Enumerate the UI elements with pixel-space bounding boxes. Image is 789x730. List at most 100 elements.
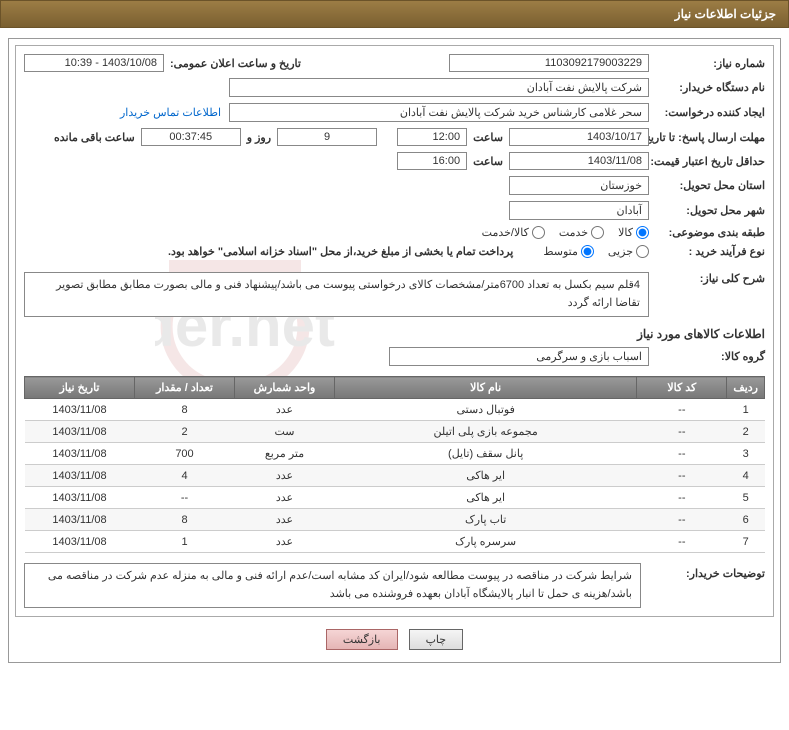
cell-date: 1403/11/08 (25, 509, 135, 531)
cell-date: 1403/11/08 (25, 487, 135, 509)
cell-code: -- (637, 399, 727, 421)
cell-date: 1403/11/08 (25, 465, 135, 487)
validity-time: 16:00 (397, 152, 467, 170)
th-unit: واحد شمارش (235, 377, 335, 399)
cell-code: -- (637, 531, 727, 553)
row-city: شهر محل تحویل: آبادان (24, 201, 765, 220)
cell-code: -- (637, 465, 727, 487)
row-deadline: مهلت ارسال پاسخ: تا تاریخ: 1403/10/17 سا… (24, 128, 765, 146)
validity-label: حداقل تاریخ اعتبار قیمت: تا تاریخ: (655, 155, 765, 168)
row-summary: شرح کلی نیاز: 4قلم سیم بکسل به تعداد 670… (24, 272, 765, 317)
group-label: گروه کالا: (655, 350, 765, 363)
cell-date: 1403/11/08 (25, 531, 135, 553)
cell-r: 6 (727, 509, 765, 531)
announce-value: 1403/10/08 - 10:39 (24, 54, 164, 72)
buyer-org-value: شرکت پالایش نفت آبادان (229, 78, 649, 97)
th-qty: تعداد / مقدار (135, 377, 235, 399)
cell-code: -- (637, 421, 727, 443)
cell-name: ایر هاکی (335, 465, 637, 487)
process-note: پرداخت تمام یا بخشی از مبلغ خرید،از محل … (168, 245, 513, 258)
table-row: 7--سرسره پارکعدد11403/11/08 (25, 531, 765, 553)
table-row: 6--تاب پارکعدد81403/11/08 (25, 509, 765, 531)
radio-service[interactable]: خدمت (559, 226, 604, 239)
radio-medium[interactable]: متوسط (543, 245, 594, 258)
cell-qty: 8 (135, 509, 235, 531)
cell-unit: عدد (235, 531, 335, 553)
form-section: AriaTender.net شماره نیاز: 1103092179003… (15, 45, 774, 617)
radio-goods-input[interactable] (636, 226, 649, 239)
days-label: روز و (247, 131, 271, 144)
table-row: 3--پانل سقف (تایل)متر مربع7001403/11/08 (25, 443, 765, 465)
th-row: ردیف (727, 377, 765, 399)
cell-unit: ست (235, 421, 335, 443)
cell-qty: 8 (135, 399, 235, 421)
time-remain: 00:37:45 (141, 128, 241, 146)
main-panel: AriaTender.net شماره نیاز: 1103092179003… (8, 38, 781, 663)
remain-label: ساعت باقی مانده (54, 131, 135, 144)
province-value: خوزستان (509, 176, 649, 195)
time-label-1: ساعت (473, 131, 503, 144)
row-group: گروه کالا: اسباب بازی و سرگرمی (24, 347, 765, 366)
requester-label: ایجاد کننده درخواست: (655, 106, 765, 119)
cell-qty: 2 (135, 421, 235, 443)
cell-r: 2 (727, 421, 765, 443)
buyer-org-label: نام دستگاه خریدار: (655, 81, 765, 94)
cell-qty: -- (135, 487, 235, 509)
radio-goods-service-input[interactable] (532, 226, 545, 239)
radio-partial[interactable]: جزیی (608, 245, 649, 258)
contact-link[interactable]: اطلاعات تماس خریدار (120, 106, 221, 119)
table-row: 4--ایر هاکیعدد41403/11/08 (25, 465, 765, 487)
validity-date: 1403/11/08 (509, 152, 649, 170)
cell-unit: متر مربع (235, 443, 335, 465)
cell-name: سرسره پارک (335, 531, 637, 553)
items-section-title: اطلاعات کالاهای مورد نیاز (24, 327, 765, 341)
radio-partial-input[interactable] (636, 245, 649, 258)
page-header: جزئیات اطلاعات نیاز (0, 0, 789, 28)
process-label: نوع فرآیند خرید : (655, 245, 765, 258)
city-label: شهر محل تحویل: (655, 204, 765, 217)
cell-r: 4 (727, 465, 765, 487)
cell-r: 7 (727, 531, 765, 553)
page-title: جزئیات اطلاعات نیاز (675, 7, 776, 21)
summary-label: شرح کلی نیاز: (655, 272, 765, 285)
print-button[interactable]: چاپ (409, 629, 464, 650)
cell-unit: عدد (235, 509, 335, 531)
items-table: ردیف کد کالا نام کالا واحد شمارش تعداد /… (24, 376, 765, 553)
cell-qty: 700 (135, 443, 235, 465)
cell-r: 5 (727, 487, 765, 509)
city-value: آبادان (509, 201, 649, 220)
row-process: نوع فرآیند خرید : جزیی متوسط پرداخت تمام… (24, 245, 765, 258)
time-label-2: ساعت (473, 155, 503, 168)
requester-value: سحر غلامی کارشناس خرید شرکت پالایش نفت آ… (229, 103, 649, 122)
row-need-no: شماره نیاز: 1103092179003229 تاریخ و ساع… (24, 54, 765, 72)
cell-r: 1 (727, 399, 765, 421)
radio-service-input[interactable] (591, 226, 604, 239)
cell-qty: 4 (135, 465, 235, 487)
need-no-value: 1103092179003229 (449, 54, 649, 72)
table-row: 1--فوتبال دستیعدد81403/11/08 (25, 399, 765, 421)
days-remain: 9 (277, 128, 377, 146)
cell-code: -- (637, 509, 727, 531)
radio-goods-service[interactable]: کالا/خدمت (482, 226, 545, 239)
summary-box: 4قلم سیم بکسل به تعداد 6700متر/مشخصات کا… (24, 272, 649, 317)
announce-label: تاریخ و ساعت اعلان عمومی: (170, 57, 301, 70)
radio-goods[interactable]: کالا (618, 226, 649, 239)
table-row: 5--ایر هاکیعدد--1403/11/08 (25, 487, 765, 509)
table-row: 2--مجموعه بازی پلی اتیلنست21403/11/08 (25, 421, 765, 443)
cell-unit: عدد (235, 487, 335, 509)
deadline-label: مهلت ارسال پاسخ: تا تاریخ: (655, 131, 765, 144)
row-province: استان محل تحویل: خوزستان (24, 176, 765, 195)
cell-code: -- (637, 443, 727, 465)
buyer-notes-label: توضیحات خریدار: (655, 563, 765, 608)
cell-unit: عدد (235, 465, 335, 487)
cell-code: -- (637, 487, 727, 509)
back-button[interactable]: بازگشت (326, 629, 398, 650)
row-buyer-notes: توضیحات خریدار: شرایط شرکت در مناقصه در … (24, 563, 765, 608)
group-value: اسباب بازی و سرگرمی (389, 347, 649, 366)
row-requester: ایجاد کننده درخواست: سحر غلامی کارشناس خ… (24, 103, 765, 122)
cell-name: مجموعه بازی پلی اتیلن (335, 421, 637, 443)
th-date: تاریخ نیاز (25, 377, 135, 399)
deadline-date: 1403/10/17 (509, 128, 649, 146)
radio-medium-input[interactable] (581, 245, 594, 258)
cell-name: فوتبال دستی (335, 399, 637, 421)
